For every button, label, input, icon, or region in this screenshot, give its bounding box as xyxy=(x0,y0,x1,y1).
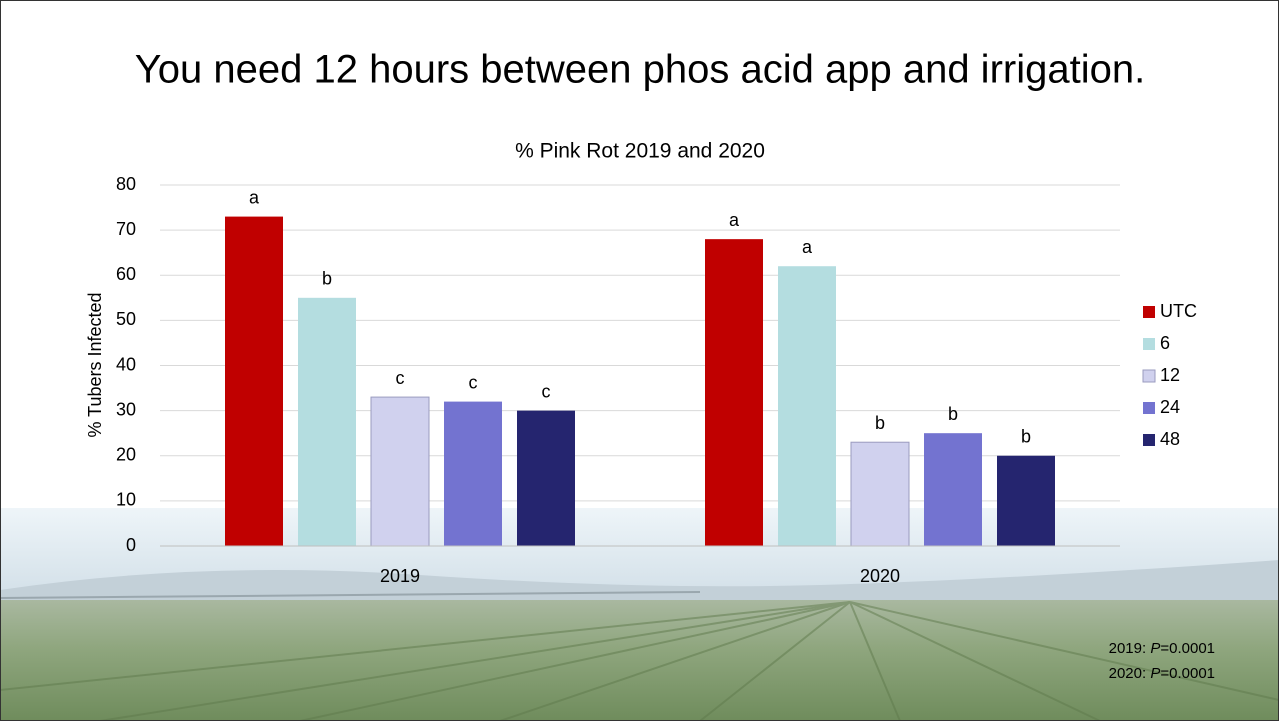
bar-letter: a xyxy=(729,210,740,230)
bar-letter: b xyxy=(875,413,885,433)
photo-field xyxy=(0,600,1279,721)
y-tick-label: 30 xyxy=(116,399,136,419)
bar xyxy=(298,298,356,546)
legend-label: 24 xyxy=(1160,397,1180,417)
y-tick-label: 40 xyxy=(116,354,136,374)
bar-letter: c xyxy=(396,368,405,388)
bar xyxy=(997,456,1055,546)
y-axis-label: % Tubers Infected xyxy=(85,292,105,437)
legend-label: UTC xyxy=(1160,301,1197,321)
note-part: =0.0001 xyxy=(1160,640,1215,657)
bar-letter: c xyxy=(542,381,551,401)
legend-swatch xyxy=(1143,338,1155,350)
chart-title: % Pink Rot 2019 and 2020 xyxy=(515,140,765,163)
y-tick-label: 70 xyxy=(116,219,136,239)
y-tick-label: 0 xyxy=(126,535,136,555)
bar-letter: b xyxy=(948,404,958,424)
bar-letter: c xyxy=(469,372,478,392)
legend-swatch xyxy=(1143,434,1155,446)
slide: You need 12 hours between phos acid app … xyxy=(0,0,1279,721)
y-tick-label: 50 xyxy=(116,309,136,329)
bar-letter: b xyxy=(1021,427,1031,447)
note-part: P xyxy=(1150,665,1160,682)
bar-letter: a xyxy=(802,237,813,257)
bar xyxy=(517,411,575,546)
y-tick-label: 60 xyxy=(116,264,136,284)
legend-label: 12 xyxy=(1160,365,1180,385)
p-value-note: 2020: P=0.0001 xyxy=(1109,665,1215,682)
page: You need 12 hours between phos acid app … xyxy=(0,0,1279,721)
bar xyxy=(371,397,429,546)
bar xyxy=(225,217,283,546)
note-part: 2020: xyxy=(1109,665,1151,682)
bar-letter: a xyxy=(249,187,260,207)
slide-title: You need 12 hours between phos acid app … xyxy=(135,48,1145,92)
bar-letter: b xyxy=(322,269,332,289)
legend-swatch xyxy=(1143,370,1155,382)
y-tick-label: 10 xyxy=(116,490,136,510)
bar xyxy=(444,402,502,546)
legend-swatch xyxy=(1143,402,1155,414)
bar xyxy=(705,239,763,546)
note-part: =0.0001 xyxy=(1160,665,1215,682)
y-tick-label: 80 xyxy=(116,174,136,194)
legend-label: 48 xyxy=(1160,429,1180,449)
y-tick-label: 20 xyxy=(116,445,136,465)
bar xyxy=(924,433,982,546)
bar xyxy=(778,266,836,546)
note-part: P xyxy=(1150,640,1160,657)
p-value-note: 2019: P=0.0001 xyxy=(1109,640,1215,657)
x-tick-label: 2019 xyxy=(380,566,420,586)
x-tick-label: 2020 xyxy=(860,566,900,586)
bar xyxy=(851,442,909,546)
legend-label: 6 xyxy=(1160,333,1170,353)
legend-swatch xyxy=(1143,306,1155,318)
note-part: 2019: xyxy=(1109,640,1151,657)
